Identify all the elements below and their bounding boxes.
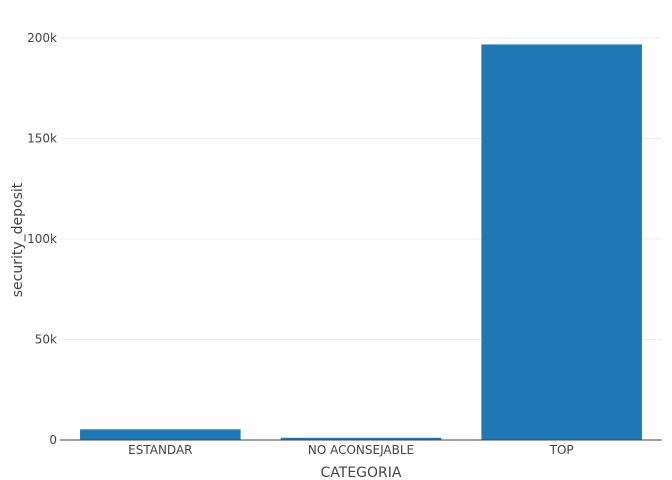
y-tick-label: 0 bbox=[49, 433, 57, 447]
bar-no-aconsejable[interactable] bbox=[280, 437, 442, 440]
y-tick-labels: 0 50k 100k 150k 200k bbox=[27, 31, 57, 447]
y-tick-label: 200k bbox=[27, 31, 57, 45]
bar-estandar[interactable] bbox=[80, 429, 241, 440]
y-tick-label: 100k bbox=[27, 232, 57, 246]
y-tick-label: 150k bbox=[27, 132, 57, 146]
x-tick-label: TOP bbox=[549, 443, 574, 457]
x-tick-label: ESTANDAR bbox=[128, 443, 192, 457]
y-axis-title: security_deposit bbox=[10, 182, 26, 297]
x-tick-label: NO ACONSEJABLE bbox=[308, 443, 414, 457]
bars bbox=[80, 44, 642, 440]
x-tick-labels: ESTANDAR NO ACONSEJABLE TOP bbox=[128, 443, 574, 457]
y-tick-label: 50k bbox=[35, 333, 57, 347]
x-axis-title: CATEGORIA bbox=[321, 465, 402, 480]
bar-top[interactable] bbox=[481, 44, 642, 440]
